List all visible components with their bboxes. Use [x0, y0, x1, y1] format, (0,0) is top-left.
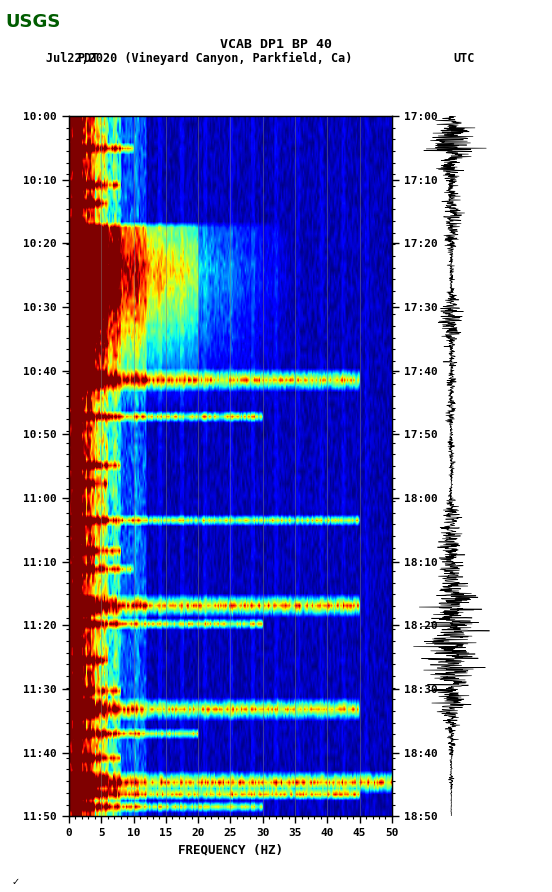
- Text: VCAB DP1 BP 40: VCAB DP1 BP 40: [220, 38, 332, 51]
- Text: Jul22,2020 (Vineyard Canyon, Parkfield, Ca): Jul22,2020 (Vineyard Canyon, Parkfield, …: [45, 53, 352, 65]
- Text: PDT: PDT: [77, 53, 99, 65]
- Text: UTC: UTC: [453, 53, 474, 65]
- X-axis label: FREQUENCY (HZ): FREQUENCY (HZ): [178, 844, 283, 856]
- Text: USGS: USGS: [6, 13, 61, 31]
- Text: ✓: ✓: [11, 877, 19, 887]
